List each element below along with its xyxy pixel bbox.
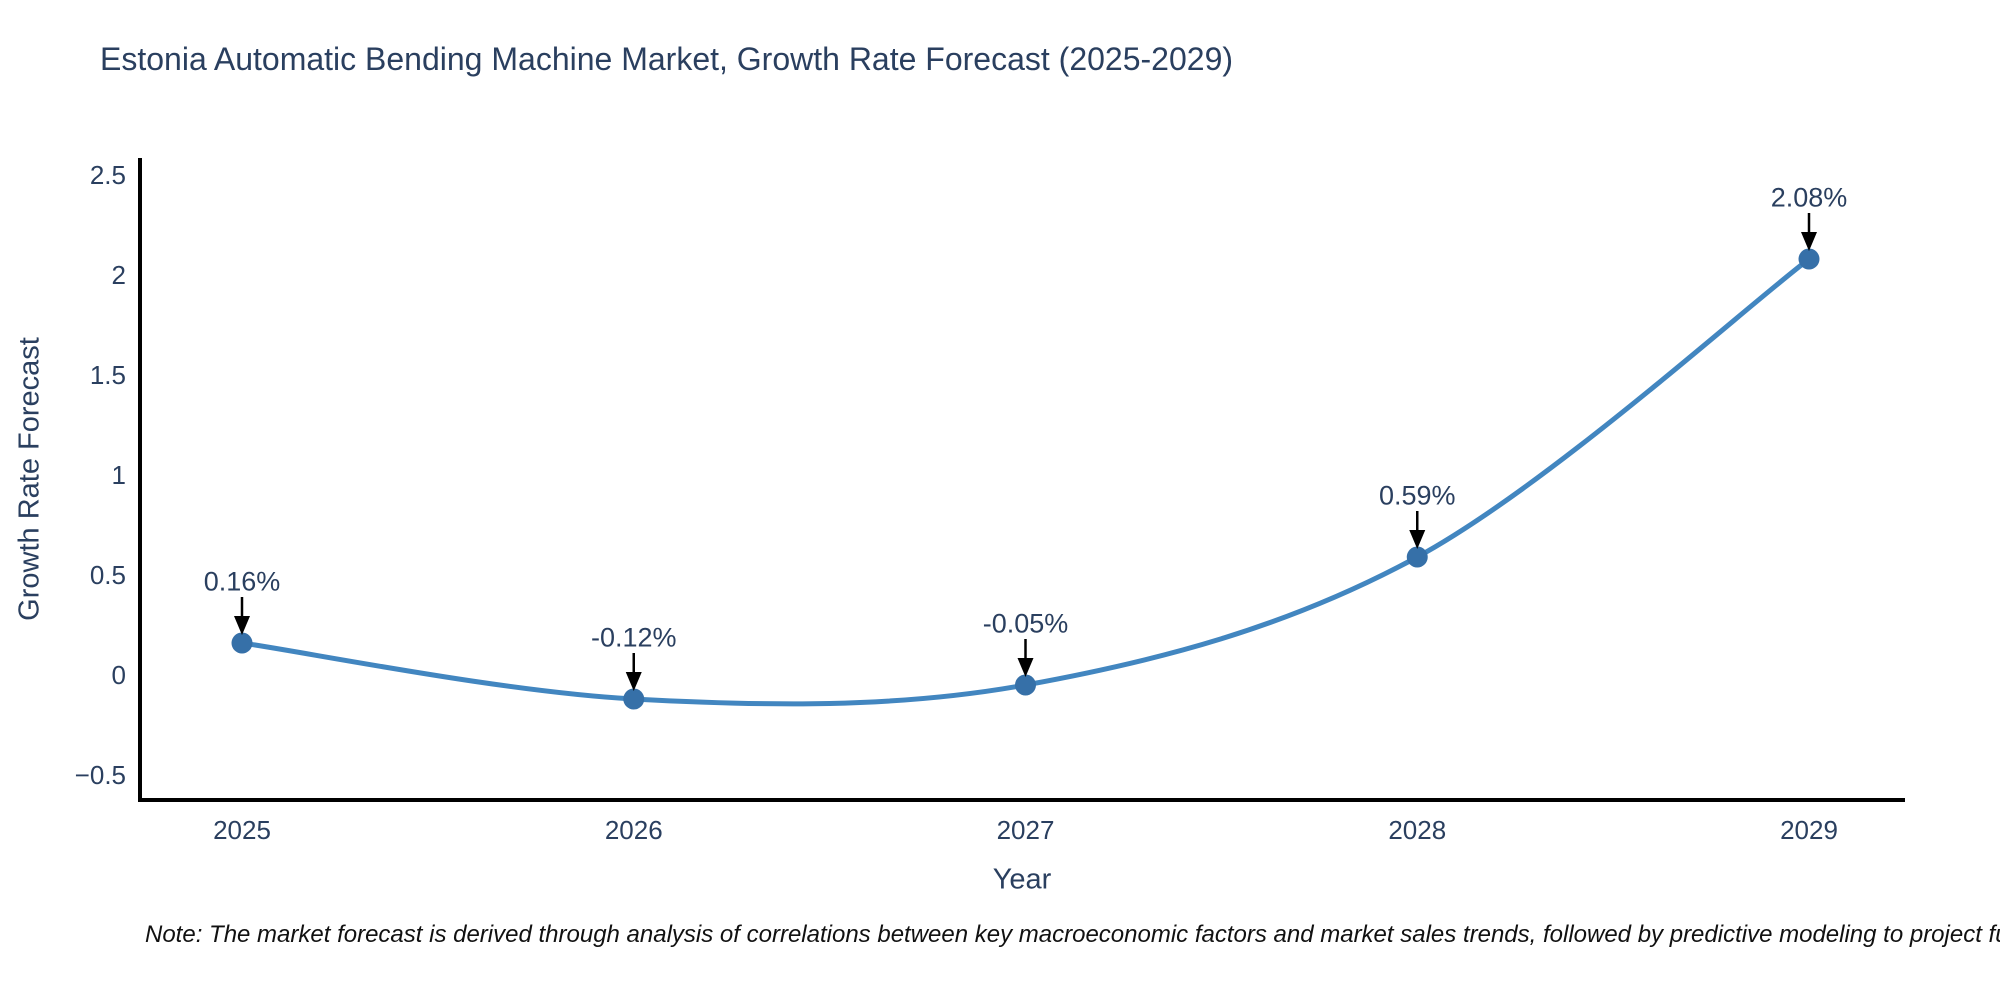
annotation-arrowhead (1801, 232, 1817, 251)
chart-title: Estonia Automatic Bending Machine Market… (100, 41, 1234, 77)
annotation-arrowhead (234, 616, 250, 635)
y-tick-label: 2.5 (89, 160, 126, 190)
annotation-arrowhead (1409, 530, 1426, 549)
y-tick-label: −0.5 (74, 760, 126, 790)
y-tick-label: 1 (111, 460, 126, 490)
y-tick-label: 0 (111, 660, 126, 690)
point-value-label: 2.08% (1770, 182, 1848, 213)
point-value-label: -0.12% (590, 622, 677, 653)
annotation-arrowhead (1017, 658, 1034, 677)
point-value-label: -0.05% (982, 608, 1069, 639)
x-tick-label: 2029 (1780, 815, 1838, 845)
x-tick-label: 2028 (1388, 815, 1447, 845)
x-tick-label: 2027 (996, 815, 1055, 845)
trend-line (239, 256, 1812, 707)
x-tick-label: 2025 (213, 815, 271, 845)
x-axis-title: Year (992, 863, 1052, 896)
data-point-marker (623, 688, 645, 710)
data-point-marker (1015, 674, 1036, 696)
data-point-marker (1798, 248, 1820, 270)
annotation-arrowhead (625, 672, 642, 691)
y-tick-label: 0.5 (89, 560, 126, 590)
point-value-label: 0.16% (203, 566, 281, 597)
footnote-text: Note: The market forecast is derived thr… (145, 921, 2000, 948)
data-point-marker (231, 632, 253, 654)
x-tick-label: 2026 (604, 815, 663, 845)
point-value-label: 0.59% (1378, 480, 1456, 511)
y-tick-label: 1.5 (89, 360, 126, 390)
y-tick-label: 2 (111, 260, 126, 290)
y-axis-title: Growth Rate Forecast (13, 337, 46, 621)
data-point-marker (1406, 546, 1428, 568)
